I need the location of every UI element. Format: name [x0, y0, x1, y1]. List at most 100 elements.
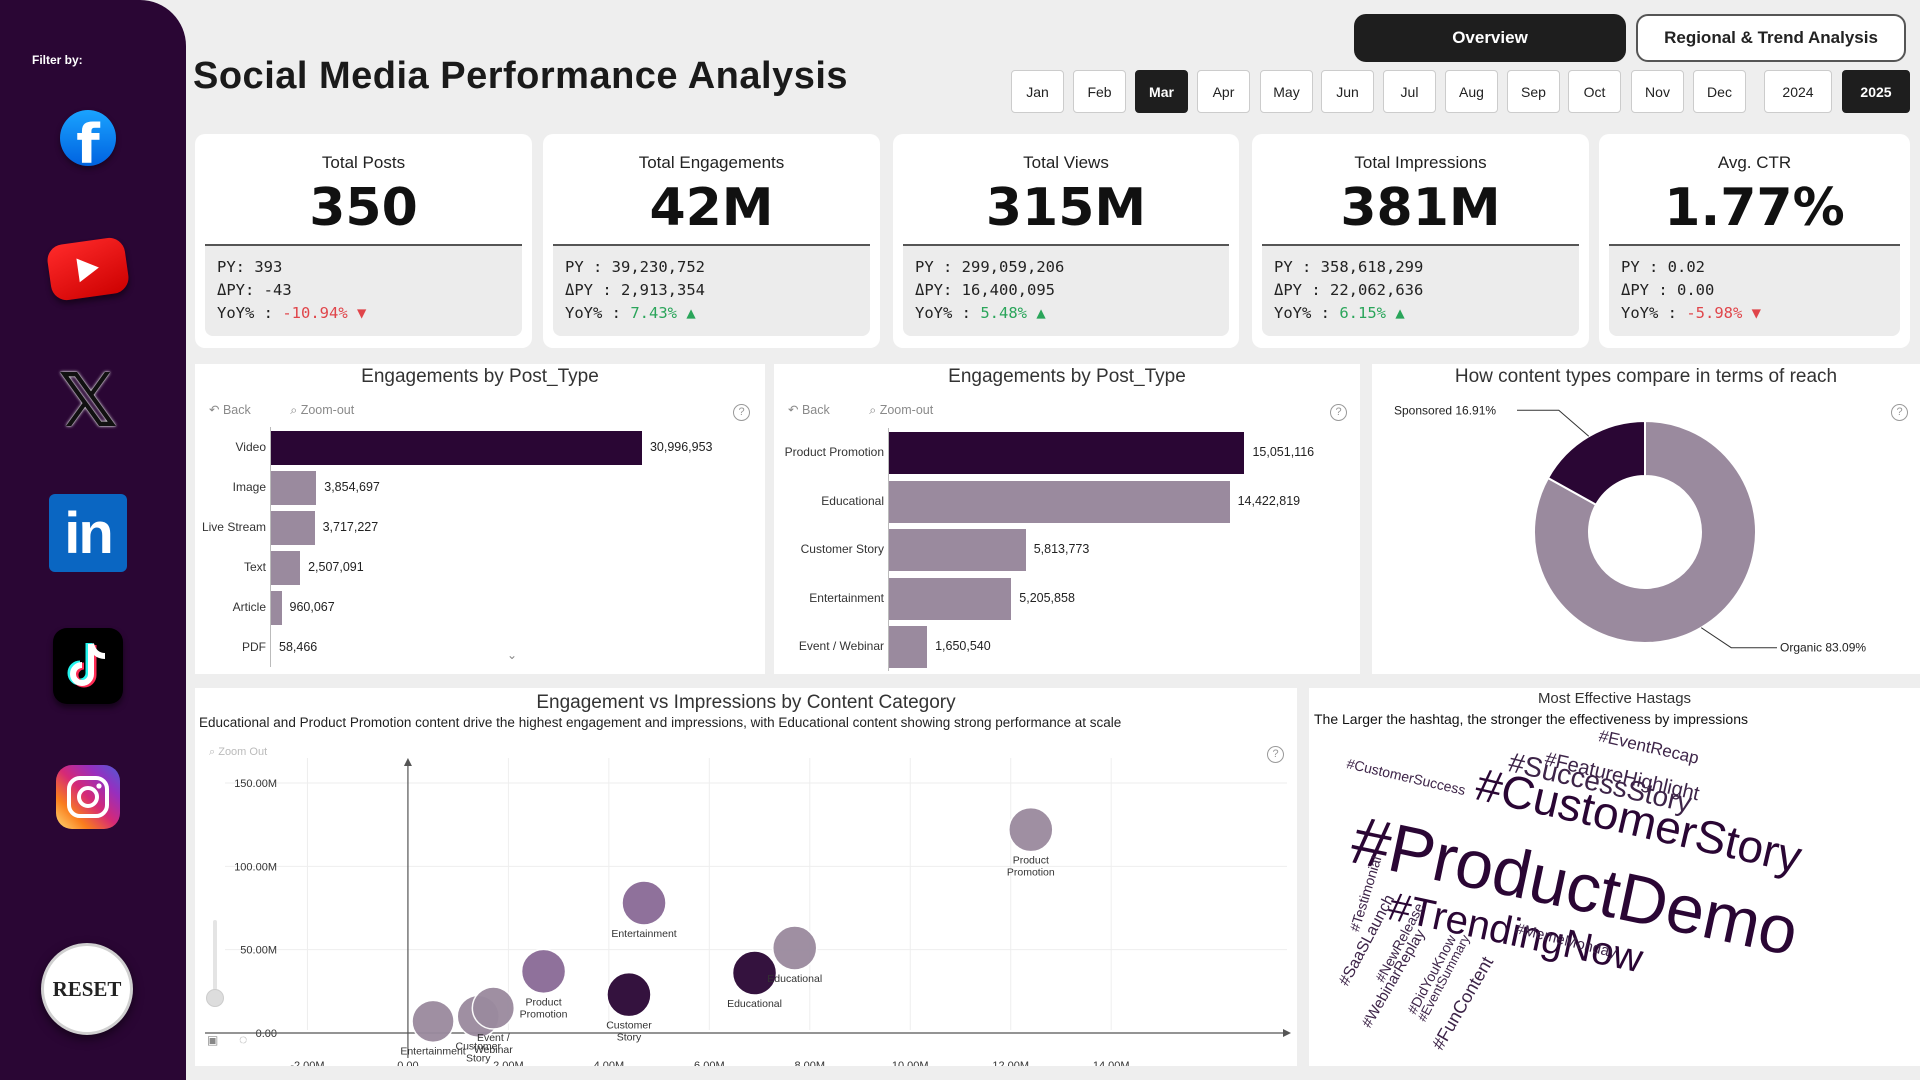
- tiktok-filter-button[interactable]: [48, 626, 128, 706]
- month-button-may[interactable]: May: [1260, 70, 1313, 113]
- bar-category-label: Text: [243, 560, 266, 574]
- point-label: Event /: [477, 1032, 510, 1044]
- kpi-delta-py: 16,400,095: [961, 281, 1055, 299]
- bar-category-label: Live Stream: [201, 520, 266, 534]
- month-button-mar[interactable]: Mar: [1135, 70, 1188, 113]
- slice-label-sponsored: Sponsored 16.91%: [1394, 403, 1496, 417]
- overview-nav-button[interactable]: Overview: [1354, 14, 1626, 62]
- x-tick-label: 14.00M: [1093, 1060, 1130, 1066]
- help-icon[interactable]: ?: [1330, 404, 1347, 421]
- donut-slice-sponsored[interactable]: [1546, 419, 1646, 507]
- month-button-nov[interactable]: Nov: [1631, 70, 1684, 113]
- kpi-title: Avg. CTR: [1717, 153, 1792, 172]
- lasso-icon[interactable]: ◌: [239, 1031, 248, 1047]
- kpi-value: 350: [309, 178, 418, 238]
- point-label: Promotion: [1007, 867, 1055, 879]
- bar-category-label: Article: [232, 600, 266, 614]
- trend-up-icon: ▲: [686, 304, 696, 322]
- bar-category-label: Video: [235, 440, 266, 454]
- bar: [888, 432, 1245, 474]
- year-button-2025[interactable]: 2025: [1842, 70, 1910, 113]
- linkedin-filter-button[interactable]: in: [48, 493, 128, 573]
- month-button-jun[interactable]: Jun: [1321, 70, 1374, 113]
- point-label: Entertainment: [400, 1045, 465, 1057]
- sidebar: Filter by: f 𝕏 in R: [0, 0, 186, 1080]
- zoom-out-button[interactable]: ⌕ Zoom-out: [290, 403, 355, 417]
- kpi-py: 358,618,299: [1320, 258, 1424, 276]
- month-button-oct[interactable]: Oct: [1568, 70, 1621, 113]
- zoom-out-button[interactable]: ⌕ Zoom-out: [869, 403, 934, 417]
- donut-slice-organic[interactable]: [1533, 419, 1757, 644]
- instagram-icon: [56, 765, 120, 829]
- x-tick-label: 2.00M: [493, 1060, 524, 1066]
- month-button-sep[interactable]: Sep: [1507, 70, 1560, 113]
- facebook-filter-button[interactable]: f: [48, 98, 128, 178]
- wordcloud-subtitle: The Larger the hashtag, the stronger the…: [1314, 711, 1748, 727]
- month-button-jan[interactable]: Jan: [1011, 70, 1064, 113]
- scatter-point[interactable]: [1008, 806, 1054, 853]
- kpi-card-total-posts: Total Posts 350 PY: 393 ΔPY: -43 YoY% : …: [195, 134, 532, 348]
- regional-trend-nav-button[interactable]: Regional & Trend Analysis: [1636, 14, 1906, 62]
- axis-line: [270, 427, 271, 667]
- scatter-point[interactable]: [411, 999, 455, 1044]
- youtube-filter-button[interactable]: [45, 229, 131, 309]
- y-tick-label: 100.00M: [234, 861, 277, 873]
- trend-down-icon: ▼: [1751, 304, 1762, 322]
- linkedin-icon: in: [49, 494, 127, 572]
- back-button[interactable]: ↶ Back: [788, 403, 830, 417]
- kpi-yoy: -10.94%: [282, 304, 348, 322]
- scatter-point[interactable]: [520, 948, 567, 995]
- bar: [270, 591, 282, 625]
- scatter-point[interactable]: [731, 950, 778, 996]
- kpi-yoy: -5.98%: [1686, 304, 1743, 322]
- zoom-out-button[interactable]: ⌕ Zoom Out: [209, 746, 268, 758]
- scatter-svg: -2.00M 0.00 2.00M 4.00M 6.00M 8.00M 10.00M 12.0…: [205, 758, 1291, 1066]
- bar-category-label: Event / Webinar: [798, 639, 884, 653]
- bar-category-label: PDF: [242, 640, 266, 654]
- year-button-2024[interactable]: 2024: [1764, 70, 1832, 113]
- engagements-by-post-type-chart: Engagements by Post_Type ↶ Back ⌕ Zoom-o…: [195, 364, 765, 674]
- bar-value-label: 30,996,953: [649, 440, 713, 454]
- bar-value-label: 15,051,116: [1252, 445, 1315, 459]
- filter-label: Filter by:: [32, 53, 83, 67]
- bar-value-label: 14,422,819: [1237, 493, 1301, 508]
- scatter-point[interactable]: [771, 925, 818, 971]
- kpi-comparison: PY : 0.02 ΔPY : 0.00 YoY% : -5.98% ▼: [1609, 244, 1900, 336]
- image-icon[interactable]: ▣: [207, 1033, 219, 1047]
- month-button-dec[interactable]: Dec: [1693, 70, 1746, 113]
- month-button-feb[interactable]: Feb: [1073, 70, 1126, 113]
- point-label: Entertainment: [611, 928, 676, 940]
- zoom-slider-track[interactable]: [213, 920, 217, 990]
- month-button-apr[interactable]: Apr: [1197, 70, 1250, 113]
- y-tick-label: 150.00M: [234, 778, 277, 790]
- instagram-filter-button[interactable]: [48, 757, 128, 837]
- scatter-point[interactable]: [621, 880, 667, 926]
- point-label: Educational: [767, 973, 822, 985]
- back-button[interactable]: ↶ Back: [209, 403, 251, 417]
- y-tick-label: 0.00: [256, 1028, 277, 1040]
- chevron-down-icon[interactable]: ⌄: [507, 648, 518, 662]
- donut-svg: Organic 83.09% Sponsored 16.91%: [1394, 403, 1866, 654]
- help-icon[interactable]: ?: [1267, 746, 1284, 763]
- bar: [270, 471, 317, 505]
- kpi-title: Total Engagements: [638, 153, 785, 172]
- help-icon[interactable]: ?: [733, 404, 750, 421]
- reset-button[interactable]: RESET: [41, 943, 133, 1035]
- kpi-value: 381M: [1340, 178, 1501, 238]
- kpi-title: Total Posts: [321, 153, 406, 172]
- x-filter-button[interactable]: 𝕏: [48, 361, 128, 441]
- x-tick-label: 0.00: [397, 1060, 418, 1066]
- help-icon[interactable]: ?: [1891, 404, 1908, 421]
- scatter-point[interactable]: [606, 971, 652, 1018]
- zoom-slider-handle[interactable]: [206, 989, 224, 1007]
- kpi-card-total-views: Total Views 315M PY : 299,059,206 ΔPY: 1…: [893, 134, 1239, 348]
- hashtag-word[interactable]: #CustomerSuccess: [1345, 755, 1468, 799]
- page-title: Social Media Performance Analysis: [193, 55, 849, 97]
- scatter-point[interactable]: [471, 986, 516, 1030]
- tiktok-icon: [53, 628, 123, 704]
- month-button-aug[interactable]: Aug: [1445, 70, 1498, 113]
- kpi-title: Total Impressions: [1354, 153, 1487, 172]
- x-tick-label: 10.00M: [892, 1060, 929, 1066]
- month-button-jul[interactable]: Jul: [1383, 70, 1436, 113]
- point-label: Customer: [455, 1040, 501, 1052]
